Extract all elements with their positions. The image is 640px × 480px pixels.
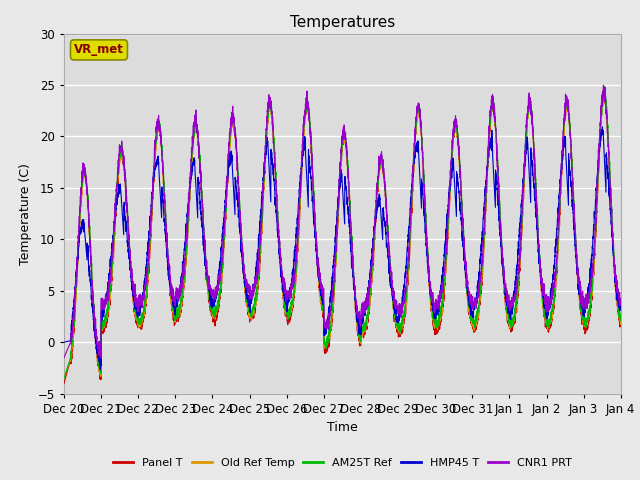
- Y-axis label: Temperature (C): Temperature (C): [19, 163, 32, 264]
- AM25T Ref: [436, 313, 444, 319]
- CNR1 PRT: [322, 323, 330, 328]
- Panel T: [322, 346, 330, 352]
- Old Ref Temp: [600, 93, 608, 99]
- Old Ref Temp: [467, 319, 475, 324]
- CNR1 PRT: [617, 300, 625, 306]
- HMP45 T: [322, 330, 330, 336]
- Line: HMP45 T: HMP45 T: [64, 127, 621, 370]
- Old Ref Temp: [436, 316, 444, 322]
- CNR1 PRT: [60, 355, 68, 360]
- AM25T Ref: [616, 313, 624, 319]
- CNR1 PRT: [499, 258, 506, 264]
- Text: VR_met: VR_met: [74, 43, 124, 56]
- Panel T: [617, 319, 625, 325]
- Panel T: [436, 318, 444, 324]
- Old Ref Temp: [160, 187, 168, 193]
- AM25T Ref: [60, 375, 68, 381]
- AM25T Ref: [600, 84, 608, 89]
- Panel T: [499, 265, 506, 271]
- CNR1 PRT: [467, 292, 475, 298]
- HMP45 T: [467, 305, 475, 311]
- Panel T: [60, 381, 68, 386]
- Panel T: [467, 321, 475, 326]
- Old Ref Temp: [616, 316, 624, 322]
- AM25T Ref: [467, 313, 475, 319]
- CNR1 PRT: [160, 190, 168, 196]
- HMP45 T: [161, 219, 168, 225]
- AM25T Ref: [499, 262, 506, 267]
- HMP45 T: [436, 292, 444, 298]
- Panel T: [616, 320, 624, 326]
- Old Ref Temp: [60, 375, 68, 381]
- HMP45 T: [616, 305, 624, 311]
- Line: AM25T Ref: AM25T Ref: [64, 86, 621, 378]
- Line: Old Ref Temp: Old Ref Temp: [64, 96, 621, 378]
- HMP45 T: [499, 264, 507, 269]
- HMP45 T: [617, 305, 625, 311]
- AM25T Ref: [322, 345, 330, 350]
- CNR1 PRT: [600, 83, 607, 88]
- AM25T Ref: [160, 184, 168, 190]
- Panel T: [600, 87, 608, 93]
- HMP45 T: [60, 339, 68, 345]
- Title: Temperatures: Temperatures: [290, 15, 395, 30]
- CNR1 PRT: [436, 298, 444, 304]
- AM25T Ref: [617, 314, 625, 320]
- HMP45 T: [97, 367, 104, 372]
- X-axis label: Time: Time: [327, 421, 358, 434]
- Old Ref Temp: [617, 321, 625, 327]
- Old Ref Temp: [499, 265, 506, 271]
- Legend: Panel T, Old Ref Temp, AM25T Ref, HMP45 T, CNR1 PRT: Panel T, Old Ref Temp, AM25T Ref, HMP45 …: [109, 453, 576, 472]
- Old Ref Temp: [322, 344, 330, 350]
- Panel T: [160, 185, 168, 191]
- Line: CNR1 PRT: CNR1 PRT: [64, 85, 621, 358]
- CNR1 PRT: [616, 295, 624, 301]
- Line: Panel T: Panel T: [64, 90, 621, 384]
- HMP45 T: [598, 124, 606, 130]
